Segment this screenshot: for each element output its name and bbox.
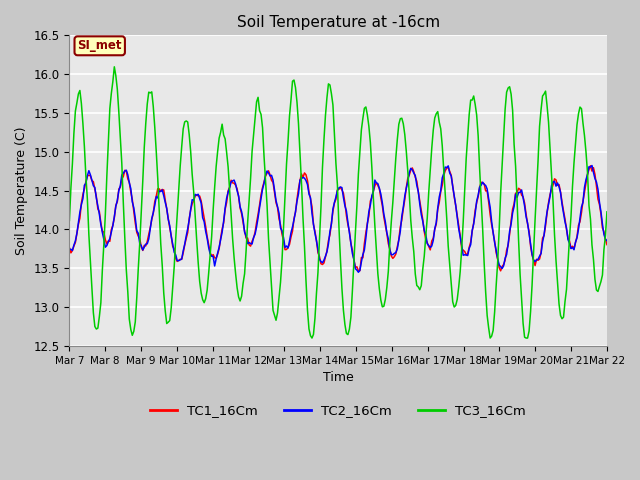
TC2_16Cm	[301, 175, 308, 181]
TC3_16Cm	[111, 64, 118, 70]
TC1_16Cm	[226, 184, 234, 190]
Line: TC3_16Cm: TC3_16Cm	[69, 67, 607, 338]
TC2_16Cm	[355, 269, 362, 275]
TC1_16Cm	[603, 242, 611, 248]
TC2_16Cm	[575, 227, 582, 232]
TC2_16Cm	[131, 215, 139, 221]
Text: SI_met: SI_met	[77, 39, 122, 52]
TC1_16Cm	[244, 235, 252, 241]
X-axis label: Time: Time	[323, 371, 353, 384]
TC1_16Cm	[301, 170, 308, 176]
Line: TC2_16Cm: TC2_16Cm	[69, 166, 607, 272]
TC1_16Cm	[131, 220, 139, 226]
Y-axis label: Soil Temperature (C): Soil Temperature (C)	[15, 126, 28, 255]
Line: TC1_16Cm: TC1_16Cm	[69, 166, 607, 271]
TC1_16Cm	[65, 245, 73, 251]
TC1_16Cm	[575, 222, 582, 228]
TC2_16Cm	[603, 238, 611, 243]
TC3_16Cm	[245, 198, 253, 204]
TC3_16Cm	[227, 212, 235, 218]
TC2_16Cm	[65, 246, 73, 252]
TC3_16Cm	[65, 217, 73, 223]
TC2_16Cm	[244, 241, 252, 247]
TC3_16Cm	[133, 295, 141, 300]
TC2_16Cm	[253, 224, 260, 230]
Title: Soil Temperature at -16cm: Soil Temperature at -16cm	[237, 15, 440, 30]
TC1_16Cm	[253, 220, 260, 226]
TC2_16Cm	[588, 163, 596, 168]
TC3_16Cm	[603, 209, 611, 215]
TC1_16Cm	[497, 268, 504, 274]
Legend: TC1_16Cm, TC2_16Cm, TC3_16Cm: TC1_16Cm, TC2_16Cm, TC3_16Cm	[145, 399, 531, 422]
TC3_16Cm	[576, 104, 584, 110]
TC1_16Cm	[587, 163, 595, 168]
TC3_16Cm	[254, 95, 262, 100]
TC3_16Cm	[302, 277, 310, 283]
TC3_16Cm	[308, 335, 316, 341]
TC2_16Cm	[226, 185, 234, 191]
